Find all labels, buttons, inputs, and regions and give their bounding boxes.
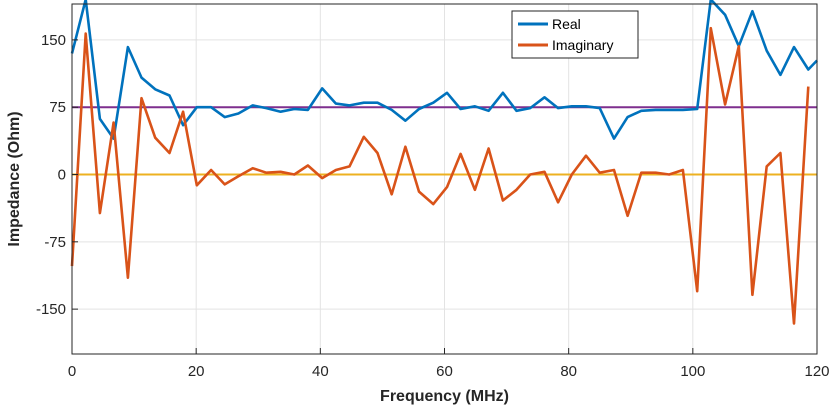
grid-layer bbox=[71, 4, 818, 354]
x-tick-label: 0 bbox=[68, 363, 76, 380]
x-tick-label: 80 bbox=[560, 363, 577, 380]
tick-layer: 0 20 40 60 80 100 120 -150 -75 0 75 150 bbox=[36, 32, 830, 380]
legend: Real Imaginary bbox=[511, 10, 639, 59]
x-tick-label: 100 bbox=[680, 363, 705, 380]
y-tick-label: 150 bbox=[41, 32, 66, 49]
y-tick-label: -75 bbox=[44, 234, 66, 251]
series-line-imaginary bbox=[70, 26, 810, 325]
legend-box bbox=[511, 10, 639, 59]
y-axis-label: Impedance (Ohm) bbox=[6, 111, 23, 246]
legend-label-real: Real bbox=[552, 16, 581, 32]
series-line-real bbox=[70, 0, 818, 140]
y-tick-label: -150 bbox=[36, 301, 66, 318]
x-tick-label: 40 bbox=[312, 363, 329, 380]
x-tick-label: 120 bbox=[804, 363, 829, 380]
series-layer bbox=[70, 0, 818, 325]
y-tick-label: 0 bbox=[58, 167, 66, 184]
x-tick-label: 60 bbox=[436, 363, 453, 380]
legend-label-imaginary: Imaginary bbox=[552, 37, 613, 53]
x-axis-label: Frequency (MHz) bbox=[380, 388, 509, 405]
y-tick-label: 75 bbox=[49, 99, 66, 116]
x-tick-label: 20 bbox=[188, 363, 205, 380]
